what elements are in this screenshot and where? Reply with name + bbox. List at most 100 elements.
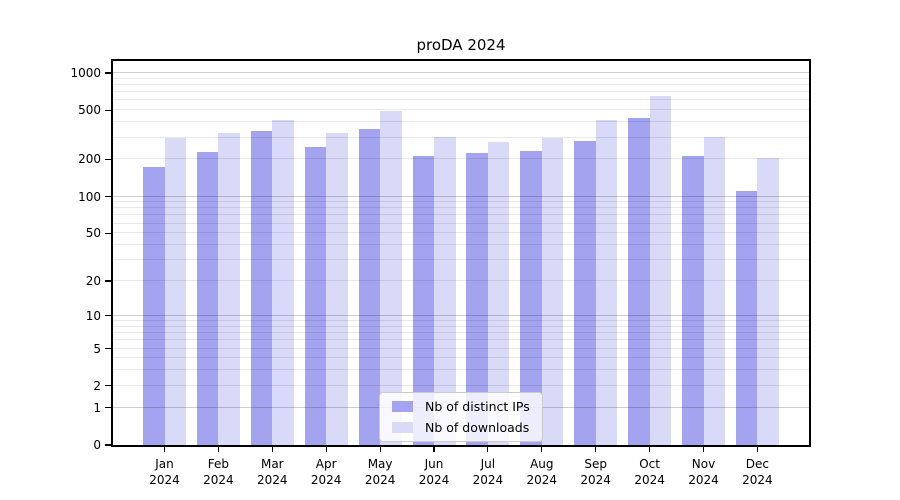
bar-dec-distinct-ips (735, 191, 758, 445)
x-tick-mark-jun (433, 447, 435, 452)
bar-mar-distinct-ips (250, 131, 273, 445)
gridline-600 (113, 99, 809, 101)
y-tick-mark-10 (105, 315, 111, 317)
y-tick-label-5: 5 (93, 341, 101, 356)
gridline-500 (113, 109, 809, 111)
bar-jun-downloads (434, 137, 456, 445)
x-tick-mark-oct (649, 447, 651, 452)
x-tick-label-dec: Dec 2024 (742, 457, 773, 487)
gridline-40 (113, 244, 809, 246)
gridline-20 (113, 280, 809, 282)
gridline-1000 (113, 72, 809, 73)
legend-row-distinct-ips: Nb of distinct IPs (392, 398, 530, 415)
gridline-5 (113, 347, 809, 349)
y-tick-label-100: 100 (78, 189, 101, 204)
bar-apr-distinct-ips (304, 147, 327, 445)
plot-area (111, 59, 811, 447)
gridline-80 (113, 207, 809, 209)
y-tick-label-200: 200 (78, 152, 101, 167)
bar-jul-downloads (487, 142, 510, 445)
gridline-400 (113, 121, 809, 123)
gridline-7 (113, 332, 809, 334)
x-tick-mark-feb (217, 447, 219, 452)
x-tick-label-jan: Jan 2024 (149, 457, 180, 487)
gridline-60 (113, 222, 809, 224)
x-tick-mark-sep (595, 447, 597, 452)
y-tick-mark-50 (105, 232, 111, 234)
bar-dec-downloads (757, 158, 779, 445)
bar-nov-downloads (703, 136, 725, 445)
x-tick-mark-dec (756, 447, 758, 452)
legend-row-downloads: Nb of downloads (392, 419, 530, 436)
legend-swatch-downloads (392, 422, 413, 433)
gridline-8 (113, 325, 809, 327)
gridline-4 (113, 357, 809, 359)
bar-feb-downloads (218, 132, 240, 445)
y-tick-mark-1000 (105, 72, 111, 74)
y-tick-mark-2 (105, 385, 111, 387)
gridline-30 (113, 259, 809, 261)
gridline-800 (113, 84, 809, 86)
gridline-90 (113, 201, 809, 203)
gridline-6 (113, 339, 809, 341)
y-tick-label-2: 2 (93, 378, 101, 393)
x-tick-label-nov: Nov 2024 (688, 457, 719, 487)
bar-aug-downloads (541, 137, 564, 445)
x-tick-mark-apr (325, 447, 327, 452)
bar-jun-distinct-ips (412, 155, 434, 445)
x-tick-mark-jan (163, 447, 166, 452)
legend: Nb of distinct IPs Nb of downloads (379, 392, 543, 442)
y-tick-label-0: 0 (93, 438, 101, 452)
gridline-100 (113, 195, 809, 197)
y-tick-label-500: 500 (78, 103, 101, 118)
y-tick-mark-200 (105, 158, 111, 161)
bar-feb-distinct-ips (196, 152, 219, 445)
legend-label-downloads: Nb of downloads (425, 420, 530, 435)
gridline-50 (113, 232, 809, 234)
y-tick-label-1: 1 (93, 400, 101, 415)
bar-sep-distinct-ips (574, 141, 596, 445)
bar-nov-distinct-ips (682, 155, 704, 445)
gridline-900 (113, 77, 809, 79)
bar-jan-distinct-ips (143, 166, 165, 445)
y-tick-mark-0 (105, 444, 111, 446)
x-tick-mark-nov (702, 447, 705, 452)
y-tick-mark-100 (105, 195, 111, 198)
y-tick-label-1000: 1000 (70, 66, 101, 80)
bar-sep-downloads (595, 120, 618, 445)
gridline-10 (113, 314, 809, 316)
bar-oct-distinct-ips (628, 118, 650, 445)
y-tick-label-50: 50 (85, 226, 101, 241)
bar-jan-downloads (164, 137, 186, 445)
y-tick-label-20: 20 (85, 274, 101, 289)
y-tick-mark-5 (105, 347, 111, 350)
y-tick-mark-1 (105, 407, 111, 409)
gridline-3 (113, 369, 809, 371)
y-tick-mark-20 (105, 280, 111, 282)
gridline-200 (113, 158, 809, 160)
x-tick-label-may: May 2024 (364, 457, 396, 487)
x-tick-label-jul: Jul 2024 (472, 457, 504, 487)
bar-mar-downloads (272, 120, 294, 445)
bar-apr-downloads (326, 132, 348, 445)
y-tick-label-10: 10 (85, 308, 101, 323)
bar-jul-distinct-ips (466, 152, 488, 445)
x-tick-mark-jul (487, 447, 489, 452)
x-tick-label-jun: Jun 2024 (418, 457, 450, 487)
x-tick-label-apr: Apr 2024 (310, 457, 342, 487)
x-tick-label-feb: Feb 2024 (203, 457, 234, 487)
gridline-300 (113, 136, 809, 138)
x-tick-label-oct: Oct 2024 (634, 457, 665, 487)
bar-aug-distinct-ips (520, 151, 542, 445)
x-tick-label-mar: Mar 2024 (257, 457, 288, 487)
x-tick-mark-aug (541, 447, 543, 452)
gridline-700 (113, 91, 809, 93)
x-tick-label-sep: Sep 2024 (580, 457, 611, 487)
gridline-70 (113, 214, 809, 216)
legend-swatch-distinct-ips (392, 401, 413, 412)
bar-oct-downloads (649, 95, 672, 445)
x-tick-mark-may (379, 447, 381, 452)
bar-may-downloads (380, 110, 402, 445)
legend-label-distinct-ips: Nb of distinct IPs (425, 399, 530, 414)
